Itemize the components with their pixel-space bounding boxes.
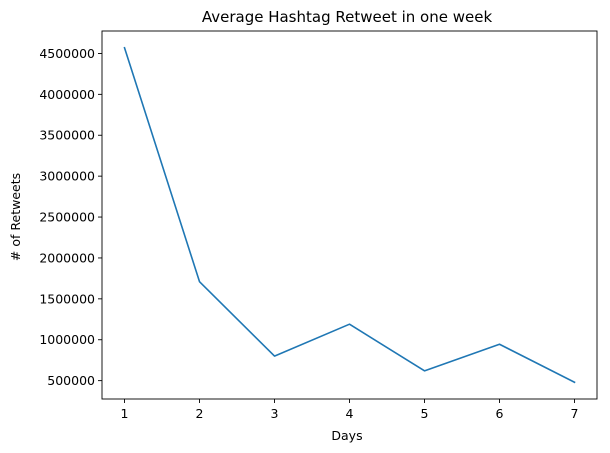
y-tick-label: 1500000 xyxy=(39,291,95,306)
x-tick-label: 4 xyxy=(346,406,354,421)
x-tick-label: 5 xyxy=(421,406,429,421)
y-axis-label: # of Retweets xyxy=(8,173,23,261)
y-tick-label: 500000 xyxy=(47,373,95,388)
chart-title: Average Hashtag Retweet in one week xyxy=(202,8,493,26)
series-line-1 xyxy=(123,46,576,384)
x-tick-label: 7 xyxy=(571,406,579,421)
y-tick-label: 3500000 xyxy=(39,128,95,143)
y-tick-label: 4500000 xyxy=(39,46,95,61)
y-tick-label: 4000000 xyxy=(39,87,95,102)
x-tick-label: 6 xyxy=(496,406,504,421)
y-tick-label: 3000000 xyxy=(39,169,95,184)
y-tick-label: 1000000 xyxy=(39,332,95,347)
y-tick-label: 2500000 xyxy=(39,210,95,225)
x-tick-label: 1 xyxy=(121,406,129,421)
x-axis-label: Days xyxy=(331,428,362,443)
y-tick-label: 2000000 xyxy=(39,250,95,265)
x-tick-label: 3 xyxy=(271,406,279,421)
plot-area: 1 2 3 4 5 6 7 500000 1000000 1500000 2000000 250000… xyxy=(39,30,598,421)
x-tick-label: 2 xyxy=(196,406,204,421)
